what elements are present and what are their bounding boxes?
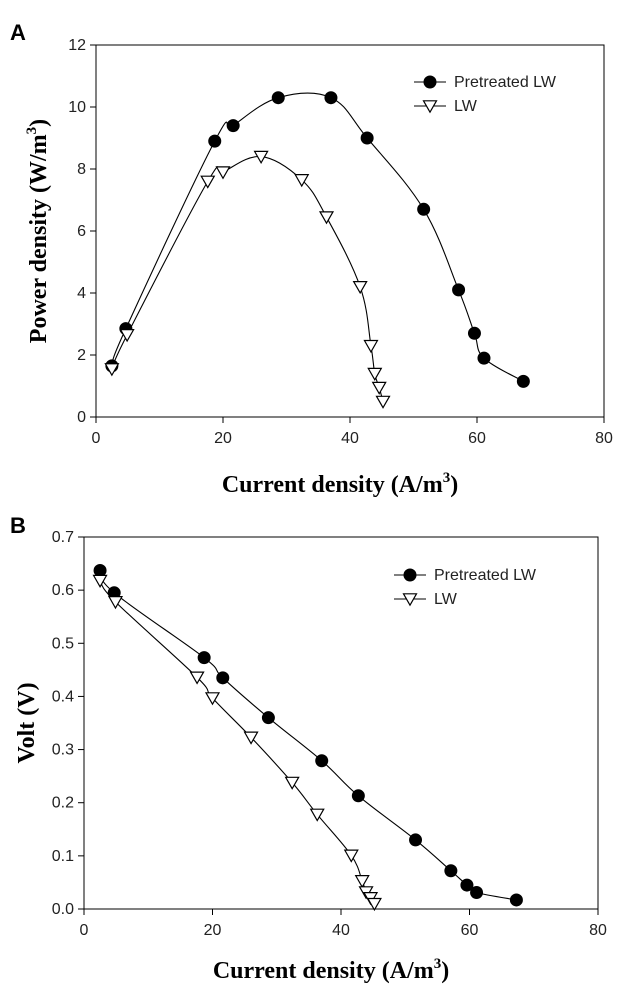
- data-point: [309, 808, 325, 822]
- data-point: [352, 281, 368, 295]
- data-point: [467, 326, 481, 340]
- legend-label: LW: [454, 98, 478, 115]
- y-tick-label: 2: [77, 347, 86, 364]
- legend-entry: LW: [394, 591, 458, 608]
- data-point: [409, 833, 423, 847]
- chart-panel-b: B 0 20 40 60 80 0.0 0.1 0.2 0.3 0.4 0.5 0.6 0.7 Curren…: [10, 513, 607, 984]
- y-tick-label: 4: [77, 285, 86, 302]
- series-line: [99, 580, 375, 904]
- data-point: [367, 367, 383, 381]
- x-tick-label: 80: [595, 430, 613, 447]
- series-lw: [104, 150, 391, 409]
- data-point: [509, 893, 523, 907]
- data-point: [92, 574, 108, 588]
- data-point: [197, 651, 211, 665]
- y-tick-label: 6: [77, 223, 86, 240]
- data-point: [216, 671, 230, 685]
- legend-entry: Pretreated LW: [394, 567, 537, 584]
- data-point: [261, 711, 275, 725]
- chart-panel-a: A 0 20 40 60 80 0 2 4 6 8 10 12 Current density (A/m3…: [10, 20, 613, 498]
- legend-marker: [423, 75, 437, 89]
- y-tick-label: 0: [77, 409, 86, 426]
- panel-label: A: [10, 20, 26, 45]
- legend-marker: [402, 593, 418, 607]
- data-point: [452, 283, 466, 297]
- x-tick-label: 60: [461, 922, 479, 939]
- data-point: [200, 175, 216, 189]
- data-point: [253, 150, 269, 164]
- data-point: [363, 339, 379, 354]
- data-point: [318, 211, 335, 225]
- x-axis-label: Current density (A/m3): [213, 956, 449, 984]
- data-point: [204, 692, 221, 706]
- legend-entry: LW: [414, 98, 478, 115]
- x-tick-label: 80: [589, 922, 607, 939]
- series-line: [111, 92, 524, 382]
- x-tick-label: 60: [468, 430, 486, 447]
- x-tick-label: 0: [80, 922, 89, 939]
- data-point: [366, 897, 382, 912]
- panel-label: B: [10, 513, 26, 538]
- data-point: [243, 731, 259, 745]
- y-tick-label: 0.3: [52, 742, 74, 759]
- data-point: [516, 374, 530, 388]
- data-point: [477, 351, 491, 365]
- x-axis-label: Current density (A/m3): [222, 470, 458, 498]
- legend-label: LW: [434, 591, 458, 608]
- data-point: [294, 174, 310, 188]
- series-pretreated-lw: [93, 563, 523, 907]
- data-point: [189, 671, 205, 685]
- legend-label: Pretreated LW: [454, 74, 557, 91]
- y-axis-label: Volt (V): [14, 682, 40, 763]
- data-point: [226, 119, 240, 133]
- data-point: [107, 596, 124, 610]
- y-tick-label: 0.5: [52, 635, 74, 652]
- y-tick-label: 12: [68, 37, 86, 54]
- y-tick-label: 0.7: [52, 529, 74, 546]
- data-point: [208, 134, 222, 148]
- plot-frame: [95, 44, 605, 418]
- data-point: [104, 363, 120, 377]
- legend-entry: Pretreated LW: [414, 74, 557, 91]
- data-point: [417, 202, 431, 216]
- x-tick-label: 20: [204, 922, 222, 939]
- y-axis-label: Power density (W/m3): [24, 119, 52, 343]
- data-point: [354, 875, 370, 889]
- data-point: [324, 91, 338, 105]
- data-point: [284, 776, 300, 790]
- series-pretreated-lw: [105, 91, 530, 388]
- data-point: [119, 329, 135, 343]
- data-point: [360, 131, 374, 145]
- y-tick-label: 8: [77, 161, 86, 178]
- data-point: [315, 754, 329, 768]
- data-point: [271, 91, 285, 105]
- y-tick-label: 0.1: [52, 848, 74, 865]
- x-tick-label: 20: [214, 430, 232, 447]
- data-point: [93, 563, 107, 577]
- legend-marker: [422, 100, 438, 114]
- y-tick-label: 10: [68, 99, 86, 116]
- data-point: [351, 789, 365, 803]
- y-tick-label: 0.6: [52, 582, 74, 599]
- y-tick-label: 0.0: [52, 901, 74, 918]
- data-point: [343, 849, 359, 863]
- legend-marker: [403, 568, 417, 582]
- data-point: [470, 886, 484, 900]
- data-point: [371, 381, 387, 395]
- y-tick-label: 0.2: [52, 795, 74, 812]
- data-point: [460, 878, 474, 892]
- series-lw: [92, 574, 382, 912]
- series-line: [111, 156, 384, 402]
- data-point: [215, 166, 231, 180]
- data-point: [375, 395, 391, 409]
- x-tick-label: 0: [92, 430, 101, 447]
- plot-frame: [83, 536, 599, 910]
- y-tick-label: 0.4: [52, 688, 74, 705]
- data-point: [444, 864, 458, 878]
- x-tick-label: 40: [341, 430, 359, 447]
- legend-label: Pretreated LW: [434, 567, 537, 584]
- x-tick-label: 40: [332, 922, 350, 939]
- series-line: [99, 570, 517, 901]
